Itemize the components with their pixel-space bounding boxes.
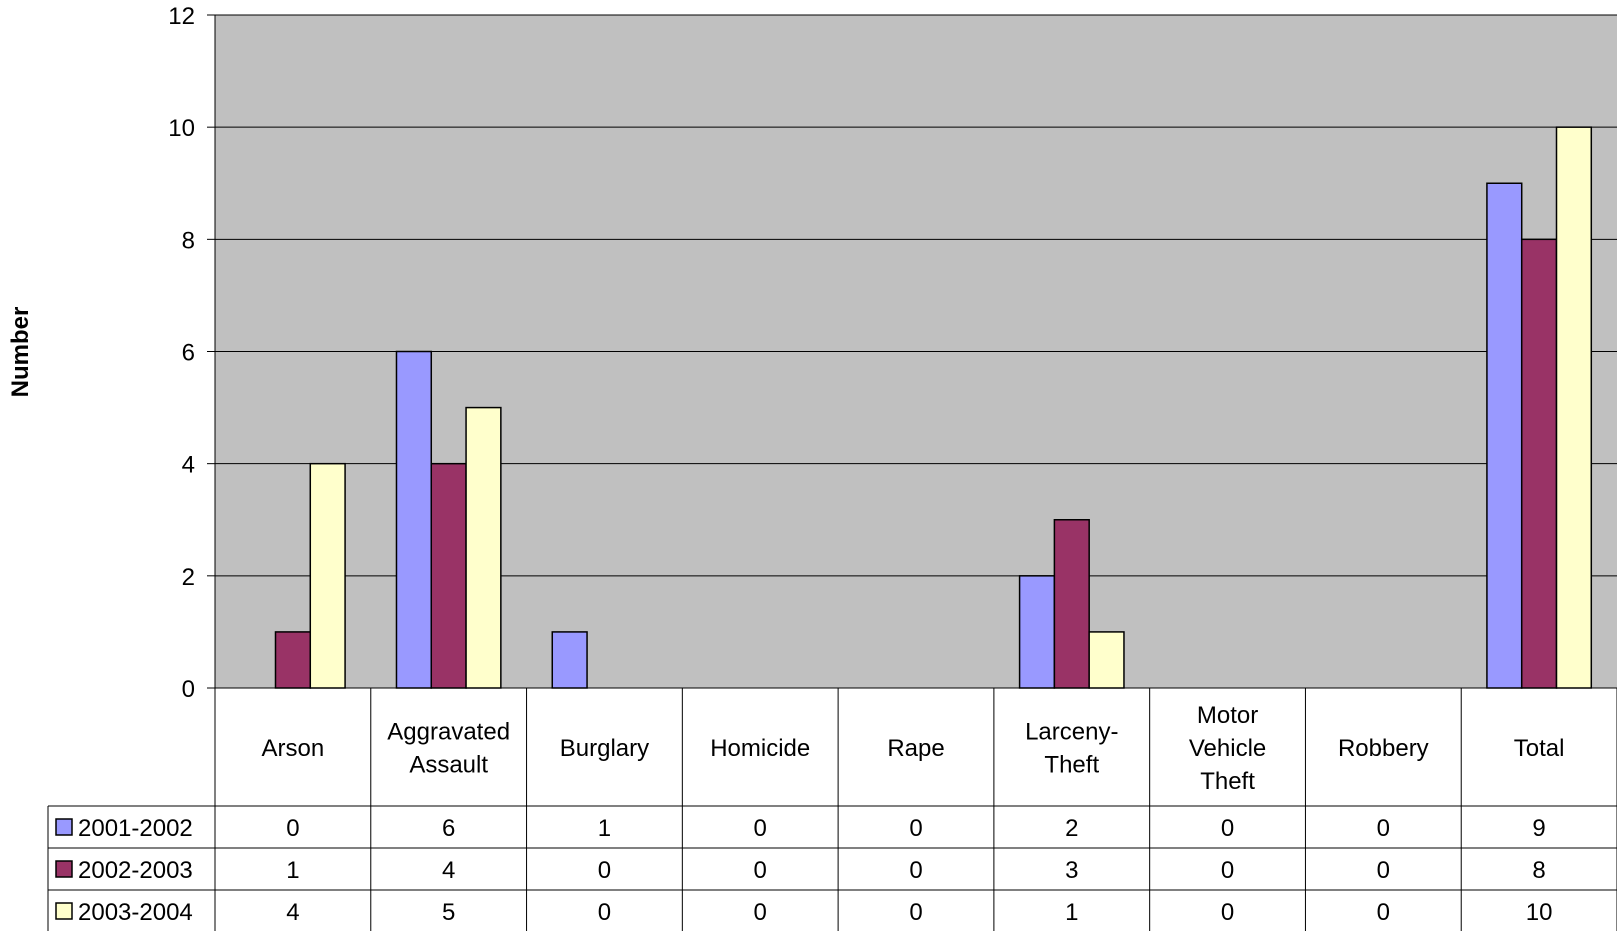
legend-swatch (55, 860, 73, 878)
x-category-label: Theft (1044, 752, 1099, 779)
x-category-label: Larceny- (1025, 719, 1118, 746)
data-table-value: 8 (1532, 857, 1545, 884)
legend-swatch (55, 818, 73, 836)
bar (1486, 182, 1523, 689)
data-table-value: 1 (286, 857, 299, 884)
bar (309, 462, 346, 689)
y-axis-label: Number (7, 307, 34, 398)
data-table-value: 3 (1065, 857, 1078, 884)
data-table-value: 0 (909, 899, 922, 926)
x-category-label: Homicide (710, 735, 810, 762)
data-table-value: 4 (442, 857, 455, 884)
data-table-value: 5 (442, 899, 455, 926)
bar (551, 631, 588, 689)
x-category-label: Aggravated (387, 719, 510, 746)
bar (274, 631, 312, 689)
data-table-value: 0 (1221, 815, 1234, 842)
data-table-value: 9 (1532, 815, 1545, 842)
x-category-label: Robbery (1338, 735, 1429, 762)
data-table-value: 0 (1377, 899, 1390, 926)
y-tick-label: 8 (182, 227, 195, 254)
data-table-value: 0 (754, 899, 767, 926)
data-table-value: 1 (598, 815, 611, 842)
x-category-label: Arson (262, 735, 325, 762)
y-tick-label: 12 (168, 3, 195, 30)
y-tick-label: 2 (182, 564, 195, 591)
x-category-label: Theft (1200, 768, 1255, 795)
x-category-label: Motor (1197, 702, 1258, 729)
data-table-value: 6 (442, 815, 455, 842)
x-category-label: Total (1514, 735, 1565, 762)
y-tick-label: 0 (182, 676, 195, 703)
x-category-label: Vehicle (1189, 735, 1266, 762)
bar (1520, 238, 1558, 689)
x-category-label: Burglary (560, 735, 649, 762)
bar (430, 462, 467, 689)
x-category-label: Rape (887, 735, 944, 762)
data-table-value: 0 (598, 857, 611, 884)
data-table-value: 0 (1221, 857, 1234, 884)
legend-swatch (55, 902, 73, 920)
data-table-value: 0 (909, 815, 922, 842)
y-tick-label: 6 (182, 340, 195, 367)
data-table-value: 0 (1221, 899, 1234, 926)
data-table-value: 0 (1377, 857, 1390, 884)
bar (1088, 631, 1125, 689)
data-table-value: 1 (1065, 899, 1078, 926)
legend-label: 2001-2002 (78, 815, 193, 842)
data-table-value: 0 (598, 899, 611, 926)
y-tick-label: 10 (168, 115, 195, 142)
bar (1018, 575, 1056, 689)
legend-label: 2003-2004 (78, 899, 193, 926)
bar (395, 350, 433, 689)
y-tick-label: 4 (182, 452, 195, 479)
data-table-value: 2 (1065, 815, 1078, 842)
x-category-label: Assault (409, 752, 488, 779)
data-table-value: 0 (909, 857, 922, 884)
legend-label: 2002-2003 (78, 857, 193, 884)
bar (1555, 126, 1593, 689)
data-table-value: 0 (754, 857, 767, 884)
data-table-value: 0 (1377, 815, 1390, 842)
data-table-value: 0 (286, 815, 299, 842)
data-table-value: 0 (754, 815, 767, 842)
bar (1053, 519, 1090, 689)
bar (465, 406, 502, 689)
data-table-value: 10 (1526, 899, 1553, 926)
data-table-value: 4 (286, 899, 299, 926)
